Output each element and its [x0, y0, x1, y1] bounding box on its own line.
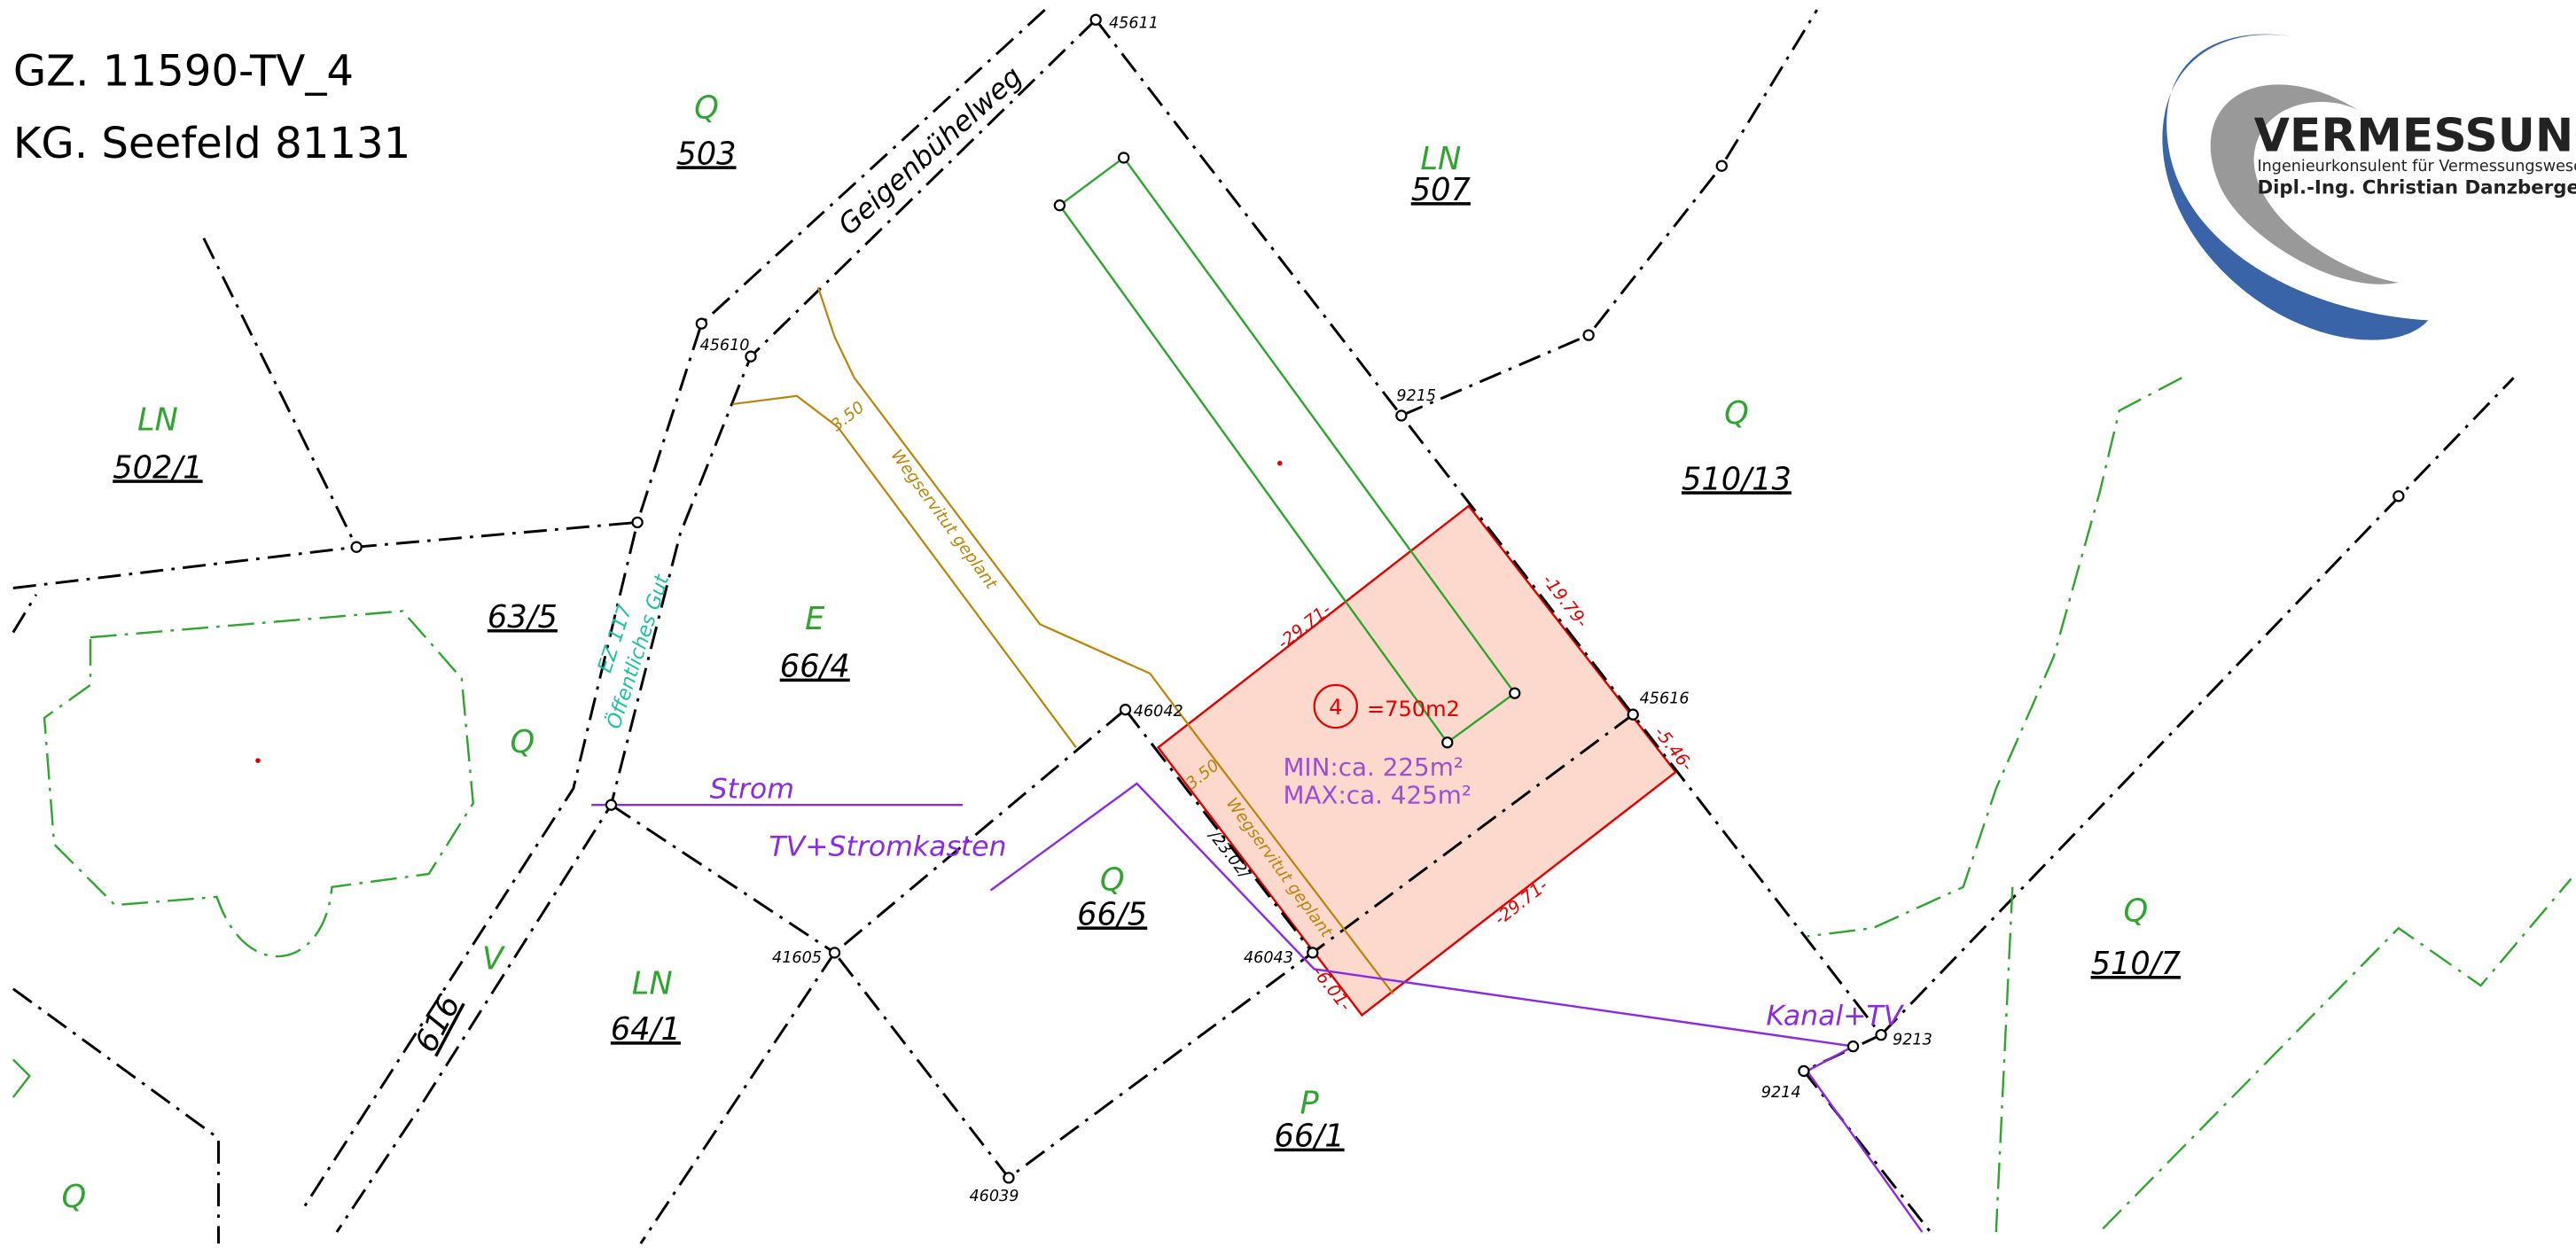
- parcel-use: P: [1300, 1086, 1319, 1122]
- parcel-use: LN: [137, 402, 178, 439]
- lot-min: MIN:ca. 225m²: [1283, 752, 1464, 782]
- point-number: 9213: [1893, 1032, 1932, 1049]
- parcel-number: 503: [676, 136, 736, 172]
- parcel-number: 510/13: [1682, 461, 1791, 497]
- point-number: 46043: [1244, 949, 1293, 967]
- lot-max: MAX:ca. 425m²: [1283, 780, 1471, 809]
- parcel-use: Q: [1724, 395, 1749, 432]
- parcel-use: E: [805, 601, 825, 637]
- parcel-number: 66/1: [1275, 1119, 1345, 1155]
- cadastral-community: KG. Seefeld 81131: [13, 119, 411, 168]
- parcel-number: 66/5: [1077, 896, 1147, 932]
- parcel-number: 66/4: [780, 649, 850, 685]
- labels: GZ. 11590-TV_4 KG. Seefeld 81131 VERMESS…: [13, 46, 2576, 1032]
- parcel-use: LN: [632, 965, 673, 1002]
- parcel-use: Q: [1100, 862, 1125, 899]
- file-number: GZ. 11590-TV_4: [13, 46, 354, 96]
- street-name: Geigenbühelweg: [832, 60, 1028, 241]
- point-number: 46039: [969, 1188, 1019, 1205]
- parcel-number: 64/1: [611, 1011, 681, 1048]
- point-number: 46042: [1134, 703, 1183, 721]
- logo-name: VERMESSUNG: [2254, 110, 2576, 163]
- point-number: 45611: [1109, 15, 1159, 33]
- lot-area: =750m2: [1367, 697, 1460, 721]
- point-number: 9214: [1761, 1084, 1801, 1102]
- utility-label: Strom: [710, 774, 794, 806]
- utility-label: TV+Stromkasten: [769, 831, 1006, 863]
- cadastral-map: GZ. 11590-TV_4 KG. Seefeld 81131 VERMESS…: [0, 0, 2576, 1255]
- parcel-number: 502/1: [113, 449, 202, 486]
- parcel-use: Q: [62, 1179, 87, 1215]
- parcel-number: 507: [1411, 172, 1471, 208]
- point-number: 9215: [1396, 387, 1436, 405]
- parcel-use: Q: [510, 724, 535, 760]
- utility-label: Kanal+TV: [1766, 1001, 1904, 1033]
- point-number: 45616: [1640, 690, 1690, 707]
- easement-width: 3.50: [828, 398, 868, 435]
- parcel-number: 63/5: [488, 599, 558, 635]
- point-number: 41605: [772, 949, 822, 967]
- parcel-number: 510/7: [2091, 946, 2182, 982]
- parcel-use: V: [482, 940, 506, 977]
- point-number: 45610: [700, 337, 750, 355]
- parcel-use: Q: [2123, 893, 2148, 930]
- lot-number: 4: [1329, 695, 1342, 720]
- logo-owner: Dipl.-Ing. Christian Danzberge: [2257, 177, 2576, 199]
- logo-subtitle: Ingenieurkonsulent für Vermessungswese: [2257, 158, 2576, 175]
- parcel-use: Q: [694, 90, 719, 126]
